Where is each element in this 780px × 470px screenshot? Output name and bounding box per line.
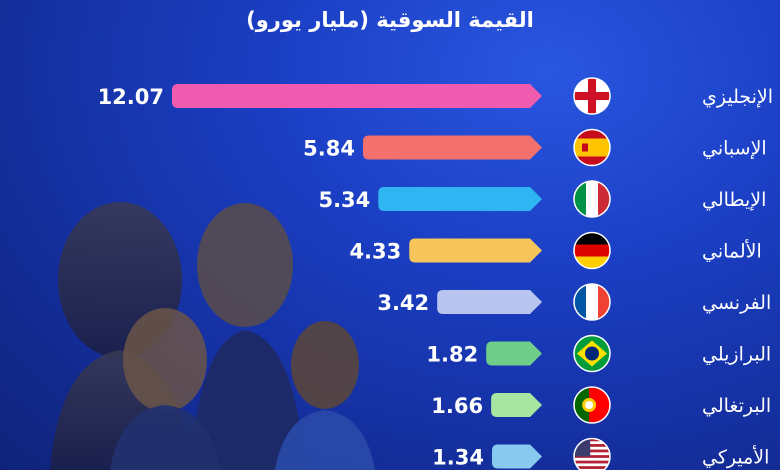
bar (409, 238, 542, 263)
data-label: 1.66 (431, 394, 483, 418)
players-photo (50, 202, 375, 470)
bar (437, 290, 542, 314)
bar (378, 187, 542, 211)
brazil-flag-icon (573, 334, 611, 373)
italy-flag-icon (573, 180, 611, 218)
data-label: 5.84 (303, 137, 355, 161)
bar-row: 1.66 البرتغالي (431, 386, 771, 424)
usa-flag-icon (573, 437, 611, 470)
bar-row: 12.07 الإنجليزي (98, 77, 773, 115)
bar (491, 393, 542, 417)
category-label: الإسباني (702, 138, 767, 160)
bar (486, 341, 542, 366)
bar-row: 5.34 الإيطالي (318, 180, 766, 218)
england-flag-icon (573, 77, 611, 115)
category-label: البرتغالي (702, 395, 771, 417)
bar (172, 84, 542, 108)
category-label: الإيطالي (702, 189, 766, 211)
bar-row: 4.33 الألماني (349, 231, 762, 270)
germany-flag-icon (573, 231, 611, 270)
category-label: البرازيلي (702, 344, 771, 366)
spain-flag-icon (573, 128, 611, 167)
chart-title: القيمة السوقية (مليار يورو) (246, 8, 534, 32)
france-flag-icon (573, 283, 611, 321)
data-label: 12.07 (98, 85, 164, 109)
data-label: 4.33 (349, 240, 401, 264)
bar-row: 1.34 الأميركي (432, 437, 769, 470)
category-label: الألماني (702, 240, 762, 263)
category-label: الأميركي (702, 446, 769, 469)
data-label: 1.82 (426, 343, 478, 367)
bar-row: 3.42 الفرنسي (377, 283, 771, 321)
portugal-flag-icon (573, 386, 611, 424)
bar (362, 135, 542, 160)
bar-row: 1.82 البرازيلي (426, 334, 771, 373)
bar-row: 5.84 الإسباني (303, 128, 767, 167)
data-label: 3.42 (377, 291, 429, 315)
data-label: 1.34 (432, 446, 484, 470)
category-label: الفرنسي (702, 292, 771, 314)
bar (492, 444, 542, 469)
data-label: 5.34 (318, 188, 370, 212)
category-label: الإنجليزي (702, 86, 773, 108)
